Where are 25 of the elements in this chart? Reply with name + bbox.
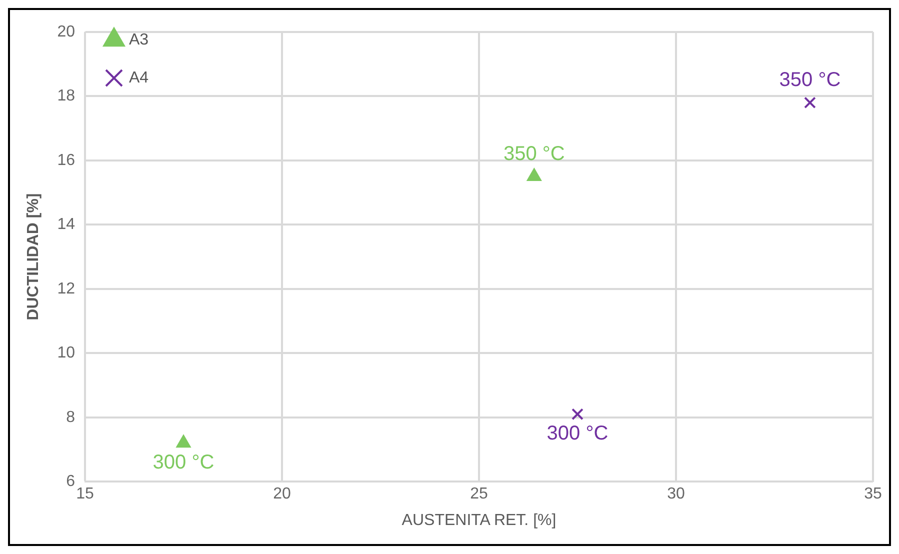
x-tick-label: 35: [864, 486, 882, 503]
x-tick-label: 30: [667, 486, 685, 503]
x-tick-label: 15: [76, 486, 94, 503]
x-axis-title: AUSTENITA RET. [%]: [402, 512, 556, 529]
x-tick-label: 20: [273, 486, 291, 503]
y-tick-label: 6: [66, 473, 76, 490]
point: [804, 96, 816, 109]
y-tick-label: 8: [66, 408, 76, 426]
y-axis-title: DUCTILIDAD [%]: [25, 193, 42, 320]
annotation: 350 °C: [503, 143, 565, 166]
annotation: 350 °C: [779, 69, 841, 92]
y-tick-label: 10: [57, 344, 76, 362]
legend-label: A3: [128, 31, 149, 48]
y-tick-label: 20: [57, 23, 76, 40]
legend-label: A4: [128, 69, 149, 86]
y-tick-label: 18: [57, 88, 76, 105]
y-tick-label: 14: [57, 216, 76, 234]
point: [572, 408, 584, 420]
annotation: 300 °C: [546, 422, 608, 445]
annotation: 300 °C: [152, 452, 214, 474]
y-tick-label: 12: [57, 280, 76, 298]
point: [527, 168, 542, 182]
point: [176, 435, 191, 448]
y-tick-label: 16: [57, 152, 76, 169]
x-tick-label: 25: [470, 486, 488, 503]
